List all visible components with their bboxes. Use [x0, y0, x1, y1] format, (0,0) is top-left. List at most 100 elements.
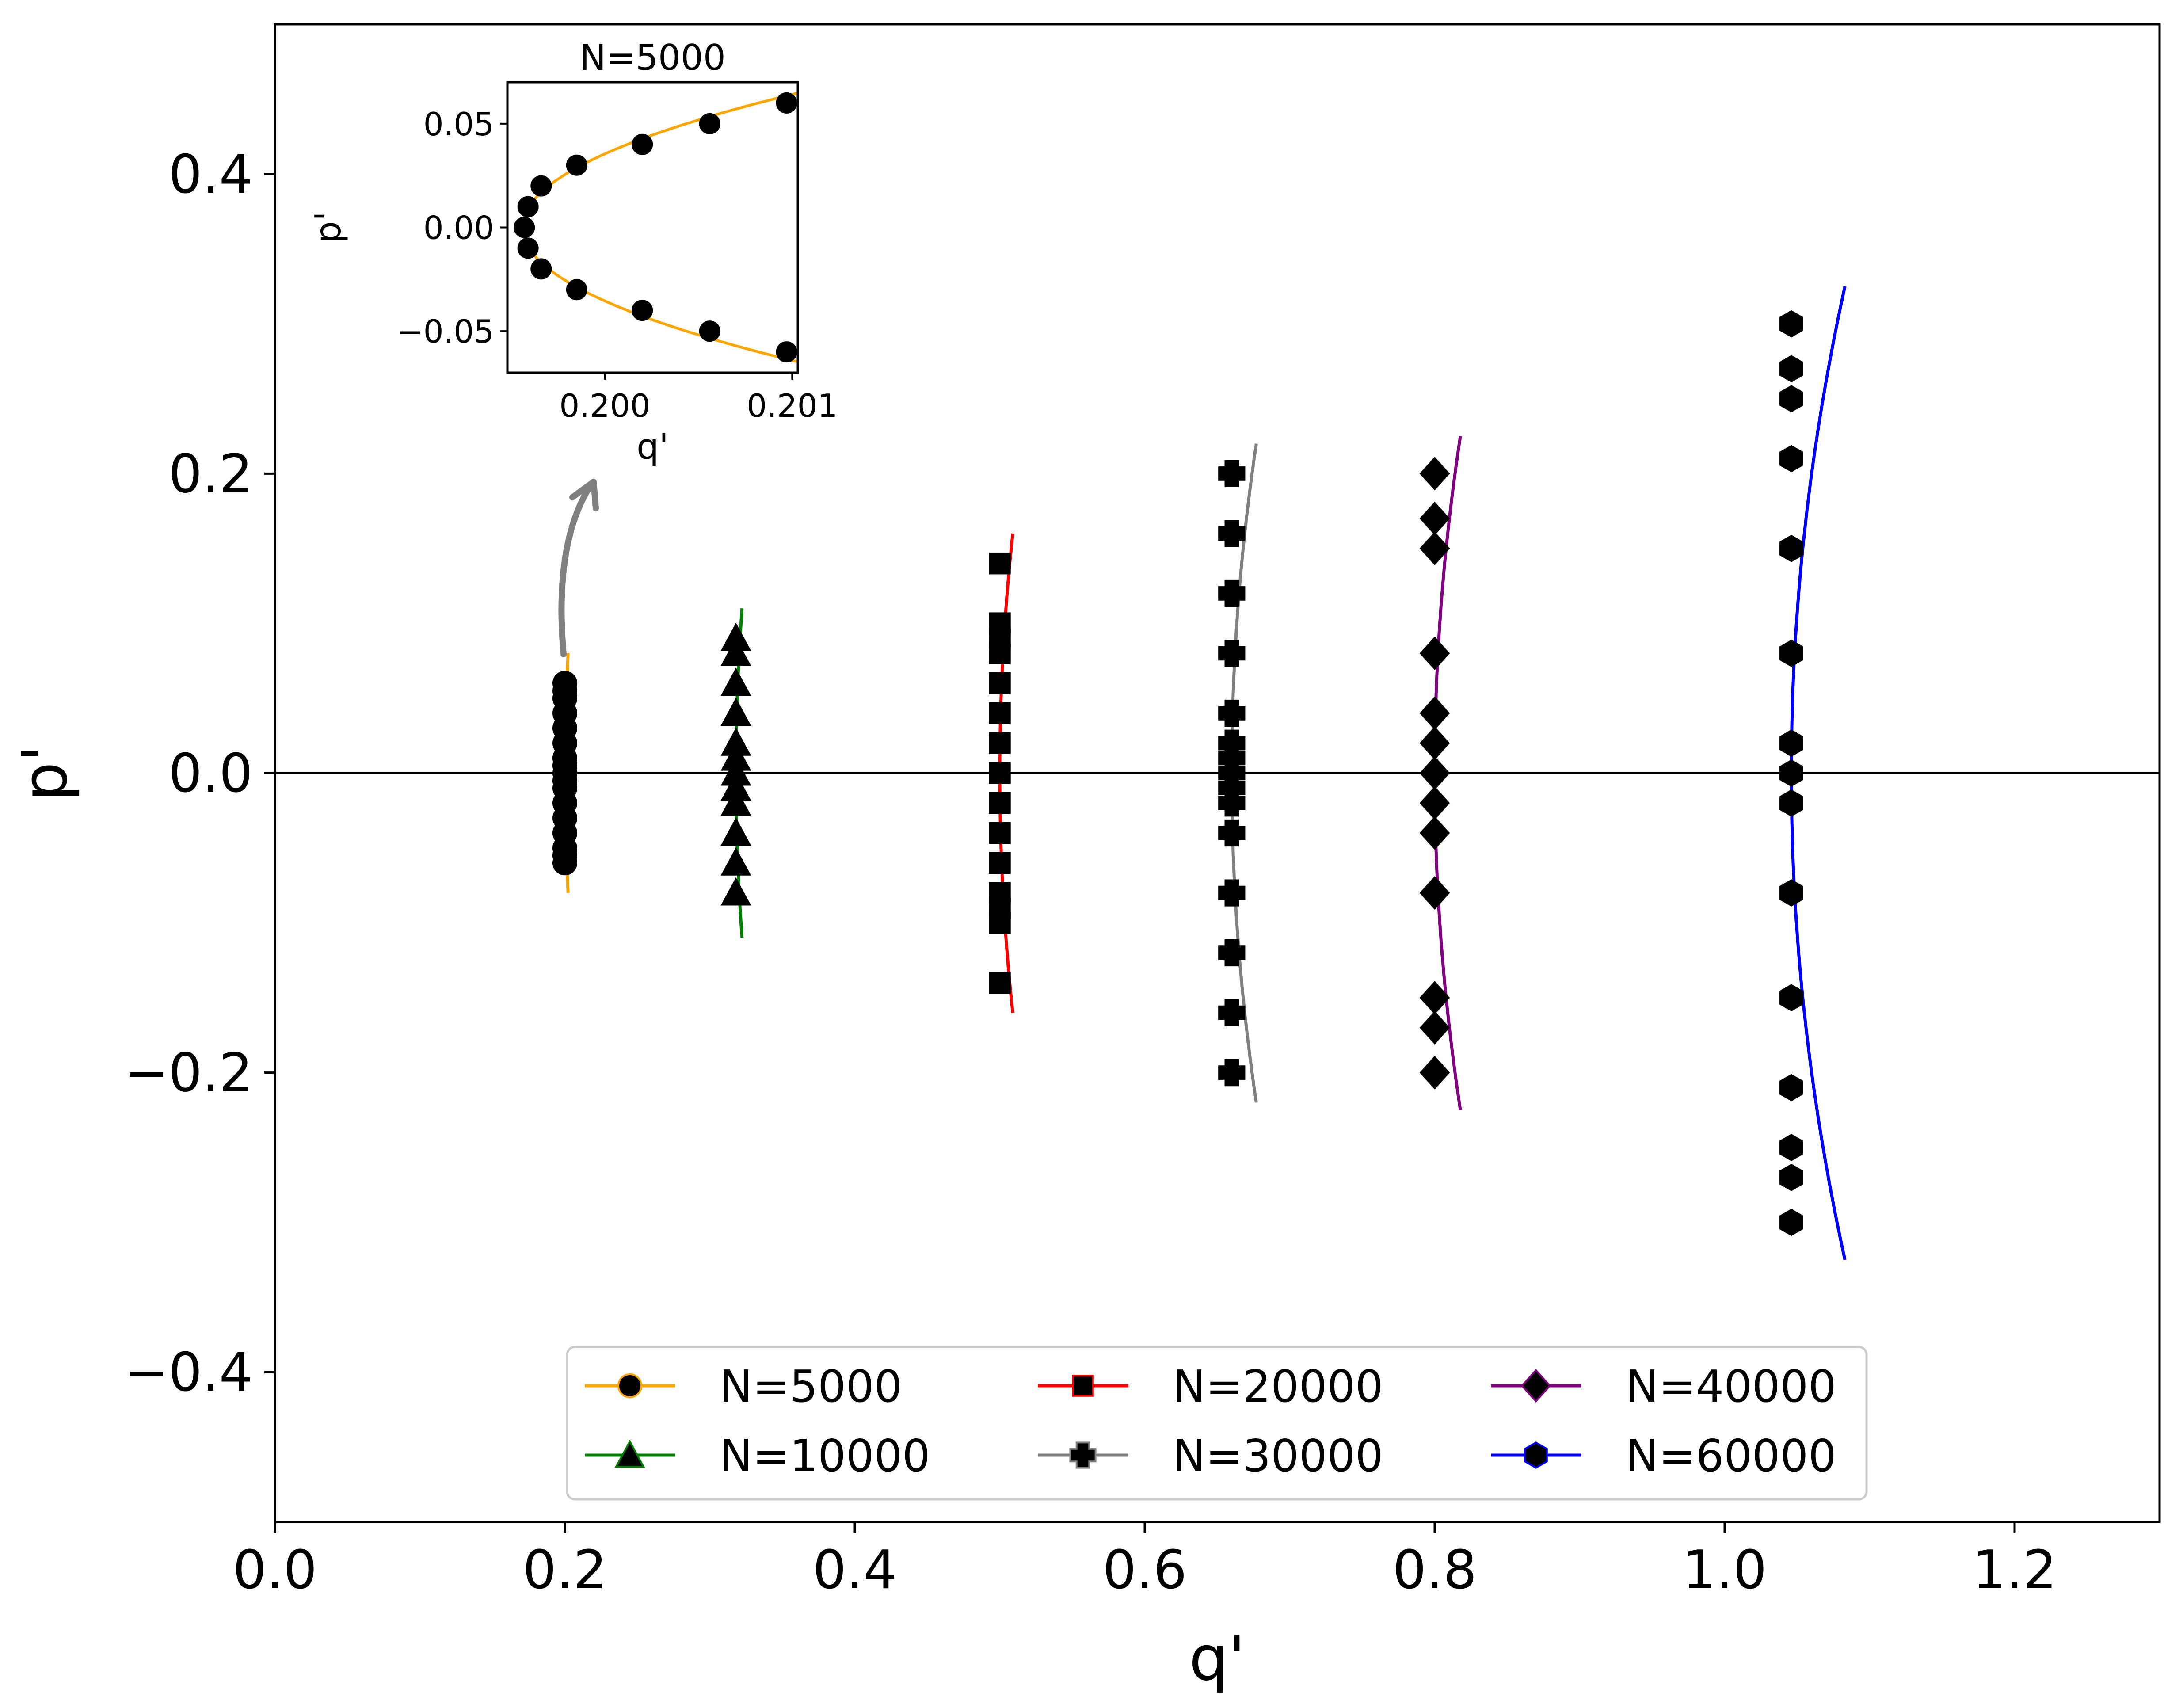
data-point [989, 702, 1011, 724]
inset-x-tick-label: 0.200 [559, 387, 650, 424]
data-point [1218, 939, 1246, 967]
data-point [720, 698, 751, 726]
inset-ticks: 0.200 0.201 −0.05 0.00 0.05 [396, 106, 838, 424]
inset-data-point [632, 300, 653, 321]
legend-label: N=5000 [720, 1361, 902, 1412]
inset-data-point [699, 320, 720, 342]
data-point [1419, 1010, 1450, 1045]
data-point [1419, 636, 1450, 671]
series-n-5000 [552, 653, 577, 893]
legend-items: N=5000 N=10000 N=20000 N=30000 N=40000 N=6000… [585, 1361, 1836, 1482]
data-point [1218, 819, 1246, 847]
x-tick-label: 0.8 [1393, 1540, 1477, 1601]
data-point [1419, 457, 1450, 491]
data-point [552, 843, 577, 868]
y-tick-label: 0.0 [168, 743, 253, 804]
inset-title: N=5000 [579, 37, 725, 78]
data-point [1218, 1059, 1246, 1087]
inset-series-n-5000 [514, 92, 798, 363]
x-tick-label: 0.6 [1103, 1540, 1187, 1601]
data-point [989, 672, 1011, 694]
inset-x-tick-label: 0.201 [747, 387, 838, 424]
legend-entry-n-30000: N=30000 [1038, 1430, 1383, 1482]
legend-marker [1072, 1375, 1094, 1397]
x-tick-label: 0.0 [233, 1540, 317, 1601]
inset-y-tick-label: 0.00 [423, 210, 494, 247]
data-point [1218, 520, 1246, 547]
data-point [989, 732, 1011, 754]
legend-label: N=20000 [1173, 1361, 1383, 1412]
main-ticks: 0.0 0.2 0.4 0.6 0.8 1.0 1.2 −0.4 −0.2 0.0 0.2 0.4 [124, 144, 2057, 1601]
data-point [1779, 445, 1803, 473]
data-point [1218, 580, 1246, 607]
legend-marker [1069, 1441, 1097, 1469]
data-point [1419, 876, 1450, 910]
series-n-10000 [720, 608, 751, 938]
inset-pointer-arrow [558, 483, 593, 657]
data-point [1779, 1209, 1803, 1236]
legend-label: N=60000 [1626, 1430, 1836, 1482]
series-n-30000 [1218, 443, 1258, 1103]
inset-y-axis-label: p' [308, 211, 349, 244]
main-y-axis-label: p' [9, 745, 81, 801]
series-n-20000 [989, 533, 1014, 1013]
data-point [1419, 1056, 1450, 1090]
data-point [1779, 879, 1803, 907]
data-point [720, 877, 751, 906]
inset-data-point [776, 92, 797, 114]
data-point [1779, 310, 1803, 338]
inset-data-point [517, 237, 539, 259]
legend-label: N=30000 [1173, 1430, 1383, 1482]
inset-data-point [566, 279, 587, 301]
x-tick-label: 0.2 [523, 1540, 607, 1601]
legend-entry-n-40000: N=40000 [1491, 1361, 1836, 1412]
legend-entry-n-5000: N=5000 [585, 1361, 902, 1412]
data-point [720, 637, 751, 666]
main-series-group [552, 286, 1847, 1260]
legend-entry-n-60000: N=60000 [1491, 1430, 1836, 1482]
data-point [1779, 1074, 1803, 1102]
legend-marker [614, 1439, 645, 1468]
data-point [720, 787, 751, 816]
inset-background [507, 82, 798, 373]
inset-pointer-arrowhead [569, 479, 599, 511]
inset-x-axis-label: q' [636, 426, 669, 467]
series-n-60000 [1779, 286, 1847, 1260]
inset-data-point [517, 196, 539, 217]
main-plot: 0.0 0.2 0.4 0.6 0.8 1.0 1.2 −0.4 −0.2 0.0 0.2 0.4 q… [9, 23, 2161, 1695]
data-point [1779, 759, 1803, 787]
data-point [1218, 460, 1246, 487]
data-point [989, 852, 1011, 874]
data-point [1779, 1134, 1803, 1161]
data-point [1779, 729, 1803, 757]
main-plot-frame [274, 23, 2161, 1523]
data-point [1419, 531, 1450, 565]
inset-data-point [776, 341, 797, 363]
x-tick-label: 1.2 [1973, 1540, 2057, 1601]
legend: N=5000 N=10000 N=20000 N=30000 N=40000 N=6000… [566, 1346, 1868, 1501]
x-tick-label: 0.4 [813, 1540, 897, 1601]
data-point [1218, 640, 1246, 667]
data-point [989, 552, 1011, 575]
legend-label: N=40000 [1626, 1361, 1836, 1412]
data-point [1419, 756, 1450, 790]
data-point [1779, 1163, 1803, 1191]
data-point [1779, 984, 1803, 1012]
data-point [989, 792, 1011, 814]
data-point [552, 678, 577, 703]
data-point [989, 972, 1011, 994]
y-tick-label: 0.2 [168, 443, 253, 505]
legend-label: N=10000 [720, 1430, 930, 1482]
data-point [1779, 385, 1803, 412]
data-point [989, 762, 1011, 784]
series-n-40000 [1419, 436, 1462, 1110]
data-point [1779, 534, 1803, 562]
data-point [720, 667, 751, 696]
inset-plot-frame [506, 81, 799, 374]
inset-data-point [530, 258, 552, 280]
data-point [720, 847, 751, 876]
legend-entry-n-10000: N=10000 [585, 1430, 930, 1482]
data-point [1779, 355, 1803, 383]
